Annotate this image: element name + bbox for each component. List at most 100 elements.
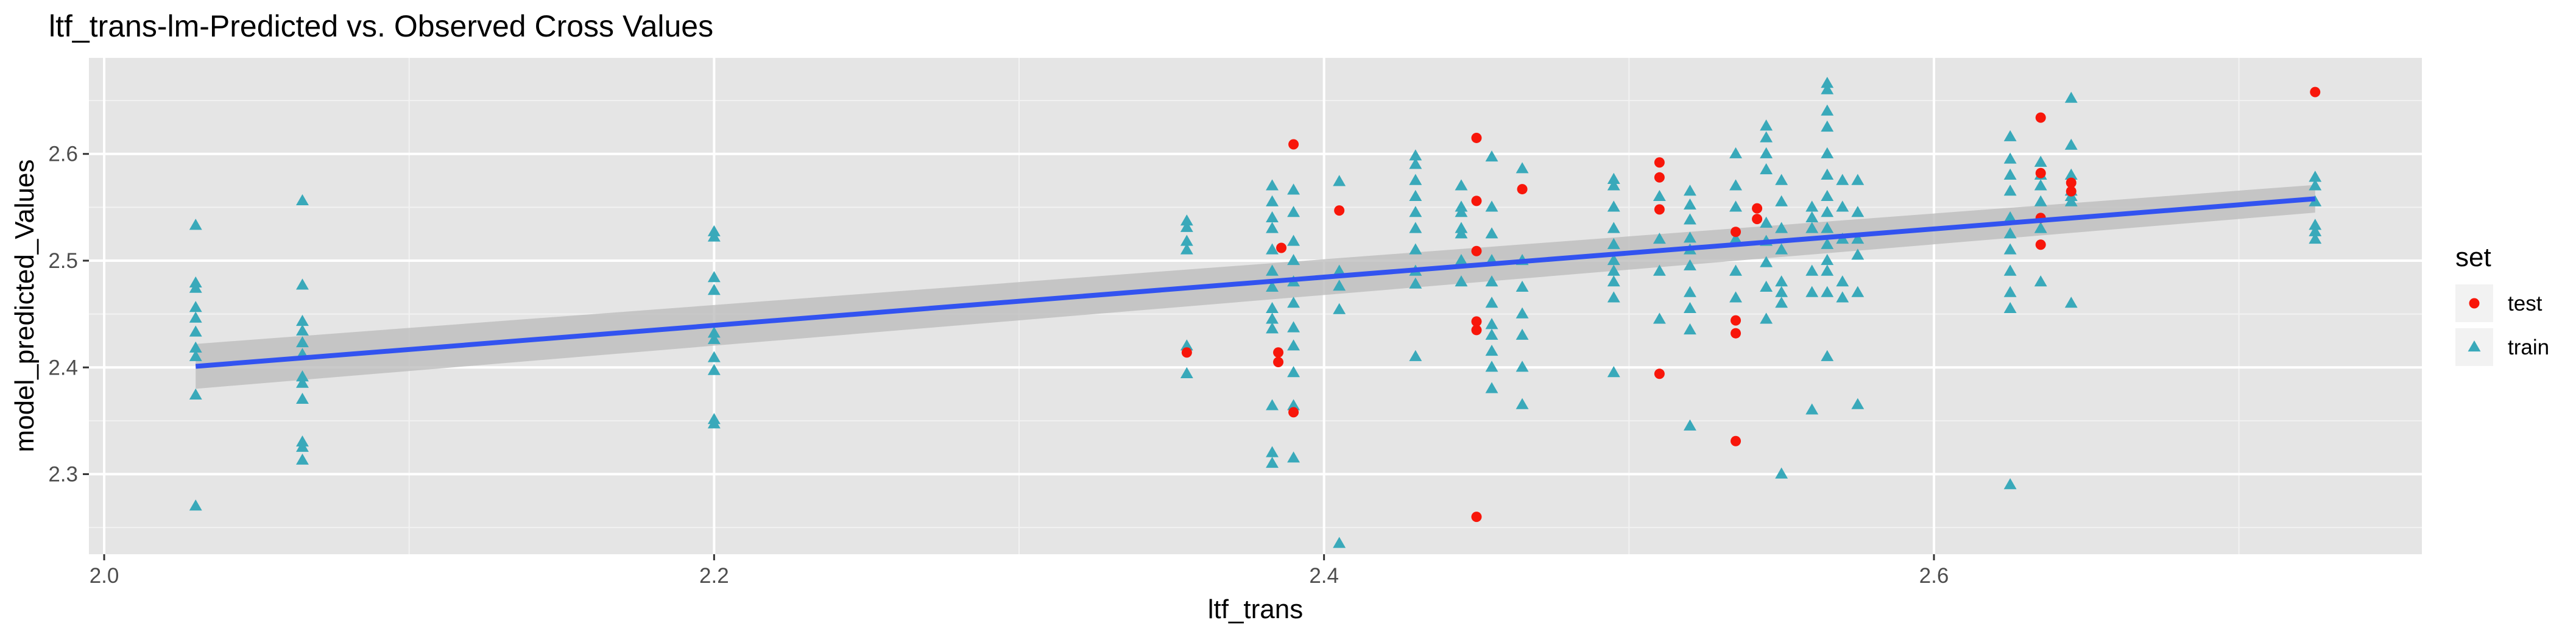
- train-point: [707, 333, 721, 344]
- train-point: [1760, 147, 1773, 158]
- train-point: [1805, 286, 1819, 297]
- train-point: [1775, 222, 1788, 233]
- train-point: [1836, 200, 1849, 212]
- train-point: [1516, 280, 1529, 292]
- train-point: [1516, 307, 1529, 319]
- train-point: [1333, 280, 1346, 291]
- train-point: [1821, 254, 1834, 266]
- train-point: [1821, 77, 1834, 88]
- train-point: [189, 301, 202, 312]
- test-point: [1471, 132, 1482, 143]
- train-point: [1409, 158, 1422, 169]
- train-point: [1775, 275, 1788, 287]
- train-point: [1287, 321, 1300, 333]
- test-point: [1752, 214, 1763, 225]
- train-point: [1287, 297, 1300, 308]
- train-point: [1266, 322, 1279, 334]
- train-point: [1821, 264, 1834, 276]
- train-point: [1851, 174, 1865, 185]
- train-point: [1180, 220, 1193, 232]
- train-point: [1409, 277, 1422, 289]
- train-point: [1805, 264, 1819, 276]
- train-point: [1607, 291, 1620, 303]
- train-point: [1683, 286, 1696, 297]
- train-point: [2064, 168, 2078, 180]
- train-point: [707, 230, 721, 242]
- train-point: [2003, 211, 2017, 223]
- train-point: [2003, 130, 2017, 141]
- train-point: [2034, 155, 2047, 167]
- train-point: [1485, 275, 1498, 287]
- legend-label-train: train: [2508, 336, 2549, 359]
- train-point: [1729, 264, 1742, 276]
- train-point: [1266, 222, 1279, 233]
- train-point: [1851, 286, 1865, 297]
- train-point: [189, 219, 202, 230]
- train-point: [296, 314, 309, 326]
- train-point: [1760, 312, 1773, 324]
- train-point: [1821, 222, 1834, 233]
- train-point: [1516, 398, 1529, 409]
- train-point: [1775, 195, 1788, 206]
- train-point: [1409, 350, 1422, 361]
- train-point: [2003, 264, 2017, 276]
- test-point: [1731, 435, 1741, 446]
- train-point: [296, 194, 309, 206]
- train-point: [1836, 291, 1849, 303]
- train-point: [1805, 200, 1819, 212]
- train-point: [296, 324, 309, 336]
- train-point: [1485, 318, 1498, 329]
- train-point: [1821, 104, 1834, 116]
- train-point: [1455, 254, 1468, 266]
- train-point: [1607, 366, 1620, 378]
- test-point: [2310, 86, 2321, 97]
- train-point: [1851, 398, 1865, 409]
- train-point: [1266, 312, 1279, 324]
- legend-marker-test: [2469, 298, 2480, 309]
- train-point: [1775, 174, 1788, 185]
- train-point: [1485, 344, 1498, 356]
- train-point: [1653, 264, 1666, 276]
- train-point: [2309, 232, 2322, 244]
- train-point: [1287, 339, 1300, 351]
- train-point: [1485, 150, 1498, 162]
- x-tick-label: 2.6: [1919, 564, 1949, 588]
- train-point: [2309, 225, 2322, 236]
- train-point: [1485, 227, 1498, 239]
- train-point: [1729, 291, 1742, 303]
- train-point: [1287, 366, 1300, 378]
- train-point: [2003, 168, 2017, 180]
- y-axis-title: model_predicted_Values: [10, 159, 40, 452]
- train-point: [1805, 222, 1819, 233]
- train-point: [1653, 189, 1666, 201]
- train-point: [1180, 234, 1193, 246]
- train-point: [1287, 399, 1300, 410]
- train-point: [1266, 301, 1279, 314]
- y-tick-label: 2.4: [48, 356, 78, 379]
- train-point: [1180, 214, 1193, 226]
- train-point: [189, 388, 202, 400]
- test-point: [1654, 157, 1665, 168]
- test-point: [1273, 357, 1284, 368]
- train-point: [707, 351, 721, 362]
- train-point: [2003, 286, 2017, 297]
- train-point: [1683, 198, 1696, 210]
- train-point: [707, 417, 721, 429]
- x-tick-label: 2.4: [1309, 564, 1339, 588]
- train-point: [1266, 457, 1279, 468]
- train-point: [1607, 238, 1620, 249]
- train-point: [2064, 195, 2078, 206]
- train-point: [1683, 323, 1696, 335]
- train-point: [1683, 231, 1696, 243]
- train-point: [1683, 213, 1696, 225]
- train-point: [296, 278, 309, 290]
- test-point: [1731, 227, 1741, 238]
- train-point: [2003, 152, 2017, 164]
- train-point: [1180, 367, 1193, 378]
- train-point: [1683, 259, 1696, 270]
- train-point: [1760, 131, 1773, 143]
- train-point: [296, 392, 309, 404]
- train-point: [1333, 264, 1346, 276]
- train-point: [1805, 211, 1819, 223]
